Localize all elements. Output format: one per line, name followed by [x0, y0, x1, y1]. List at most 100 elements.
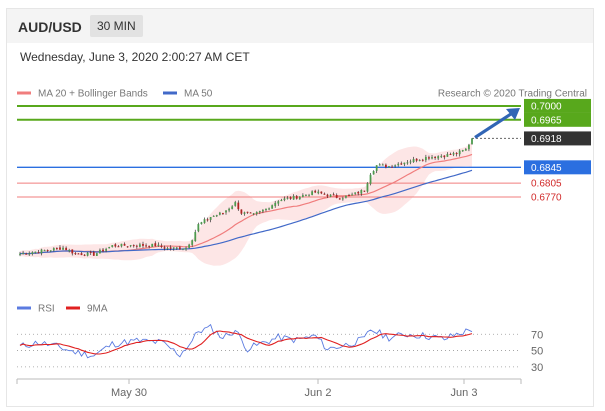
- candle-body: [286, 197, 289, 199]
- candle-body: [360, 190, 363, 194]
- x-axis: May 30 Jun 2 Jun 3: [16, 379, 522, 399]
- rsi-tick-label: 50: [531, 346, 543, 358]
- candle-body: [280, 200, 283, 202]
- ma20-legend-label: MA 20 + Bollinger Bands: [38, 89, 148, 100]
- candle-body: [194, 231, 197, 241]
- resistance-tag-1: [524, 112, 591, 127]
- candle-body: [142, 243, 144, 246]
- forecast-arrow-shaft: [474, 112, 512, 139]
- candle-body: [354, 192, 357, 194]
- candle-body: [437, 156, 440, 159]
- chart-widget: AUD/USD 30 MIN Wednesday, June 3, 2020 2…: [6, 8, 594, 407]
- candle-body: [471, 138, 473, 145]
- candle-body: [418, 159, 421, 161]
- candle-body: [80, 253, 83, 256]
- candle-body: [111, 245, 114, 247]
- candle-body: [95, 253, 98, 256]
- candle-body: [117, 246, 120, 248]
- rsi-tick-label: 30: [531, 362, 543, 374]
- candle-body: [292, 195, 295, 200]
- candle-body: [148, 245, 151, 247]
- candle-body: [49, 250, 52, 252]
- candle-body: [71, 249, 74, 254]
- research-credit: Research © 2020 Trading Central: [438, 89, 587, 100]
- candle-body: [86, 252, 89, 256]
- candle-body: [234, 202, 237, 206]
- candle-body: [203, 219, 206, 223]
- rsi-line: [19, 323, 473, 359]
- candle-body: [388, 166, 390, 168]
- candle-body: [295, 196, 298, 199]
- candle-body: [351, 194, 353, 196]
- candle-body: [412, 159, 415, 163]
- candle-body: [305, 194, 307, 196]
- candle-body: [126, 246, 129, 248]
- candle-body: [206, 219, 209, 221]
- candle-body: [34, 251, 37, 253]
- candle-body: [301, 195, 304, 197]
- candle-body: [218, 212, 221, 215]
- candle-body: [311, 191, 314, 195]
- current-price-label: 0.6918: [531, 134, 562, 145]
- candle-body: [178, 247, 181, 250]
- rsi-legend-label: RSI: [38, 304, 55, 315]
- candle-body: [120, 243, 123, 247]
- x-tick-label: Jun 3: [451, 387, 478, 399]
- candle-body: [277, 201, 280, 204]
- candle-body: [348, 194, 350, 196]
- candle-body: [246, 211, 249, 213]
- candle-body: [59, 247, 61, 250]
- candle-body: [363, 190, 366, 192]
- candle-body: [458, 150, 461, 155]
- candle-body: [434, 157, 437, 159]
- candle-body: [271, 205, 274, 209]
- candle-body: [332, 194, 335, 196]
- support-label-3: 0.6845: [531, 163, 562, 174]
- candle-body: [397, 163, 400, 166]
- bollinger-band-area: [20, 141, 472, 266]
- candle-body: [175, 247, 178, 249]
- candle-body: [89, 251, 92, 253]
- candle-body: [446, 154, 449, 157]
- ma50-legend-label: MA 50: [184, 89, 213, 100]
- candle-body: [114, 244, 117, 247]
- candle-body: [185, 247, 187, 250]
- candle-body: [366, 183, 369, 192]
- rsi-ma-legend-swatch: [66, 306, 80, 310]
- candle-body: [308, 195, 310, 197]
- candle-body: [323, 193, 326, 195]
- candle-body: [83, 254, 86, 256]
- candle-body: [326, 194, 329, 197]
- candle-body: [46, 250, 49, 252]
- candle-body: [317, 191, 320, 194]
- candle-body: [431, 157, 433, 159]
- candle-body: [31, 252, 34, 255]
- candle-body: [22, 253, 24, 255]
- candle-body: [129, 245, 132, 247]
- timeframe-badge[interactable]: 30 MIN: [90, 15, 143, 37]
- support-tag-3: [524, 160, 591, 175]
- candle-body: [345, 195, 347, 198]
- candle-body: [228, 208, 230, 211]
- x-tick-label: Jun 2: [305, 387, 332, 399]
- candle-body: [135, 245, 138, 247]
- rsi-ma-legend-label: 9MA: [87, 304, 108, 315]
- candle-body: [145, 245, 147, 247]
- candle-body: [265, 208, 267, 211]
- candle-body: [375, 165, 378, 171]
- candle-body: [268, 208, 270, 210]
- rsi-tick-label: 70: [531, 329, 543, 341]
- candle-body: [449, 153, 452, 155]
- candle-body: [385, 164, 387, 168]
- candle-body: [443, 155, 446, 158]
- resistance-label-0: 0.7000: [531, 101, 562, 112]
- candle-body: [209, 217, 212, 220]
- candle-body: [68, 250, 71, 252]
- candle-body: [19, 253, 21, 255]
- candle-body: [200, 222, 203, 225]
- current-price-tag: [524, 131, 591, 146]
- candle-body: [105, 248, 107, 251]
- candle-body: [215, 215, 218, 217]
- candle-body: [440, 156, 443, 158]
- candle-body: [28, 253, 31, 255]
